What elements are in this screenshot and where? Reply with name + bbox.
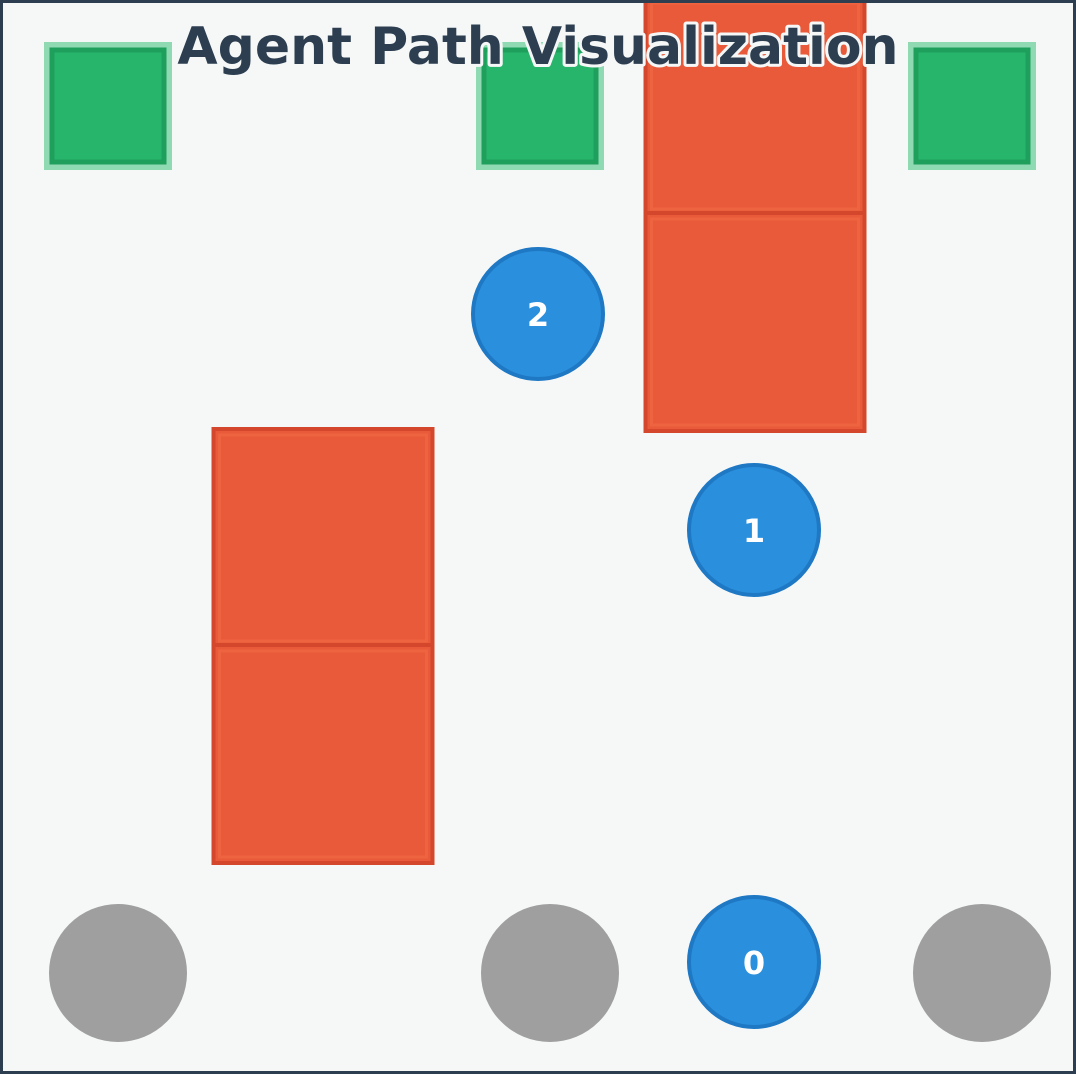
start-marker bbox=[49, 904, 187, 1042]
obstacle-block bbox=[646, 213, 865, 431]
goal-square bbox=[916, 50, 1028, 162]
agent-step-marker: 0 bbox=[689, 897, 819, 1027]
agent-step-marker: 2 bbox=[473, 249, 603, 379]
obstacle-cell bbox=[214, 645, 433, 863]
agent-step-marker: 1 bbox=[689, 465, 819, 595]
chart-title: Agent Path Visualization bbox=[177, 17, 898, 77]
obstacle-cell bbox=[214, 429, 433, 647]
obstacle-block bbox=[214, 429, 433, 647]
goal-square bbox=[52, 50, 164, 162]
start-marker bbox=[913, 904, 1051, 1042]
agent-step-label: 1 bbox=[743, 512, 765, 550]
obstacle-cell bbox=[646, 213, 865, 431]
agent-step-label: 0 bbox=[743, 944, 765, 982]
goal-cell bbox=[908, 42, 1036, 170]
start-marker bbox=[481, 904, 619, 1042]
agent-step-label: 2 bbox=[527, 296, 549, 334]
goal-cell bbox=[44, 42, 172, 170]
obstacle-block bbox=[214, 645, 433, 863]
